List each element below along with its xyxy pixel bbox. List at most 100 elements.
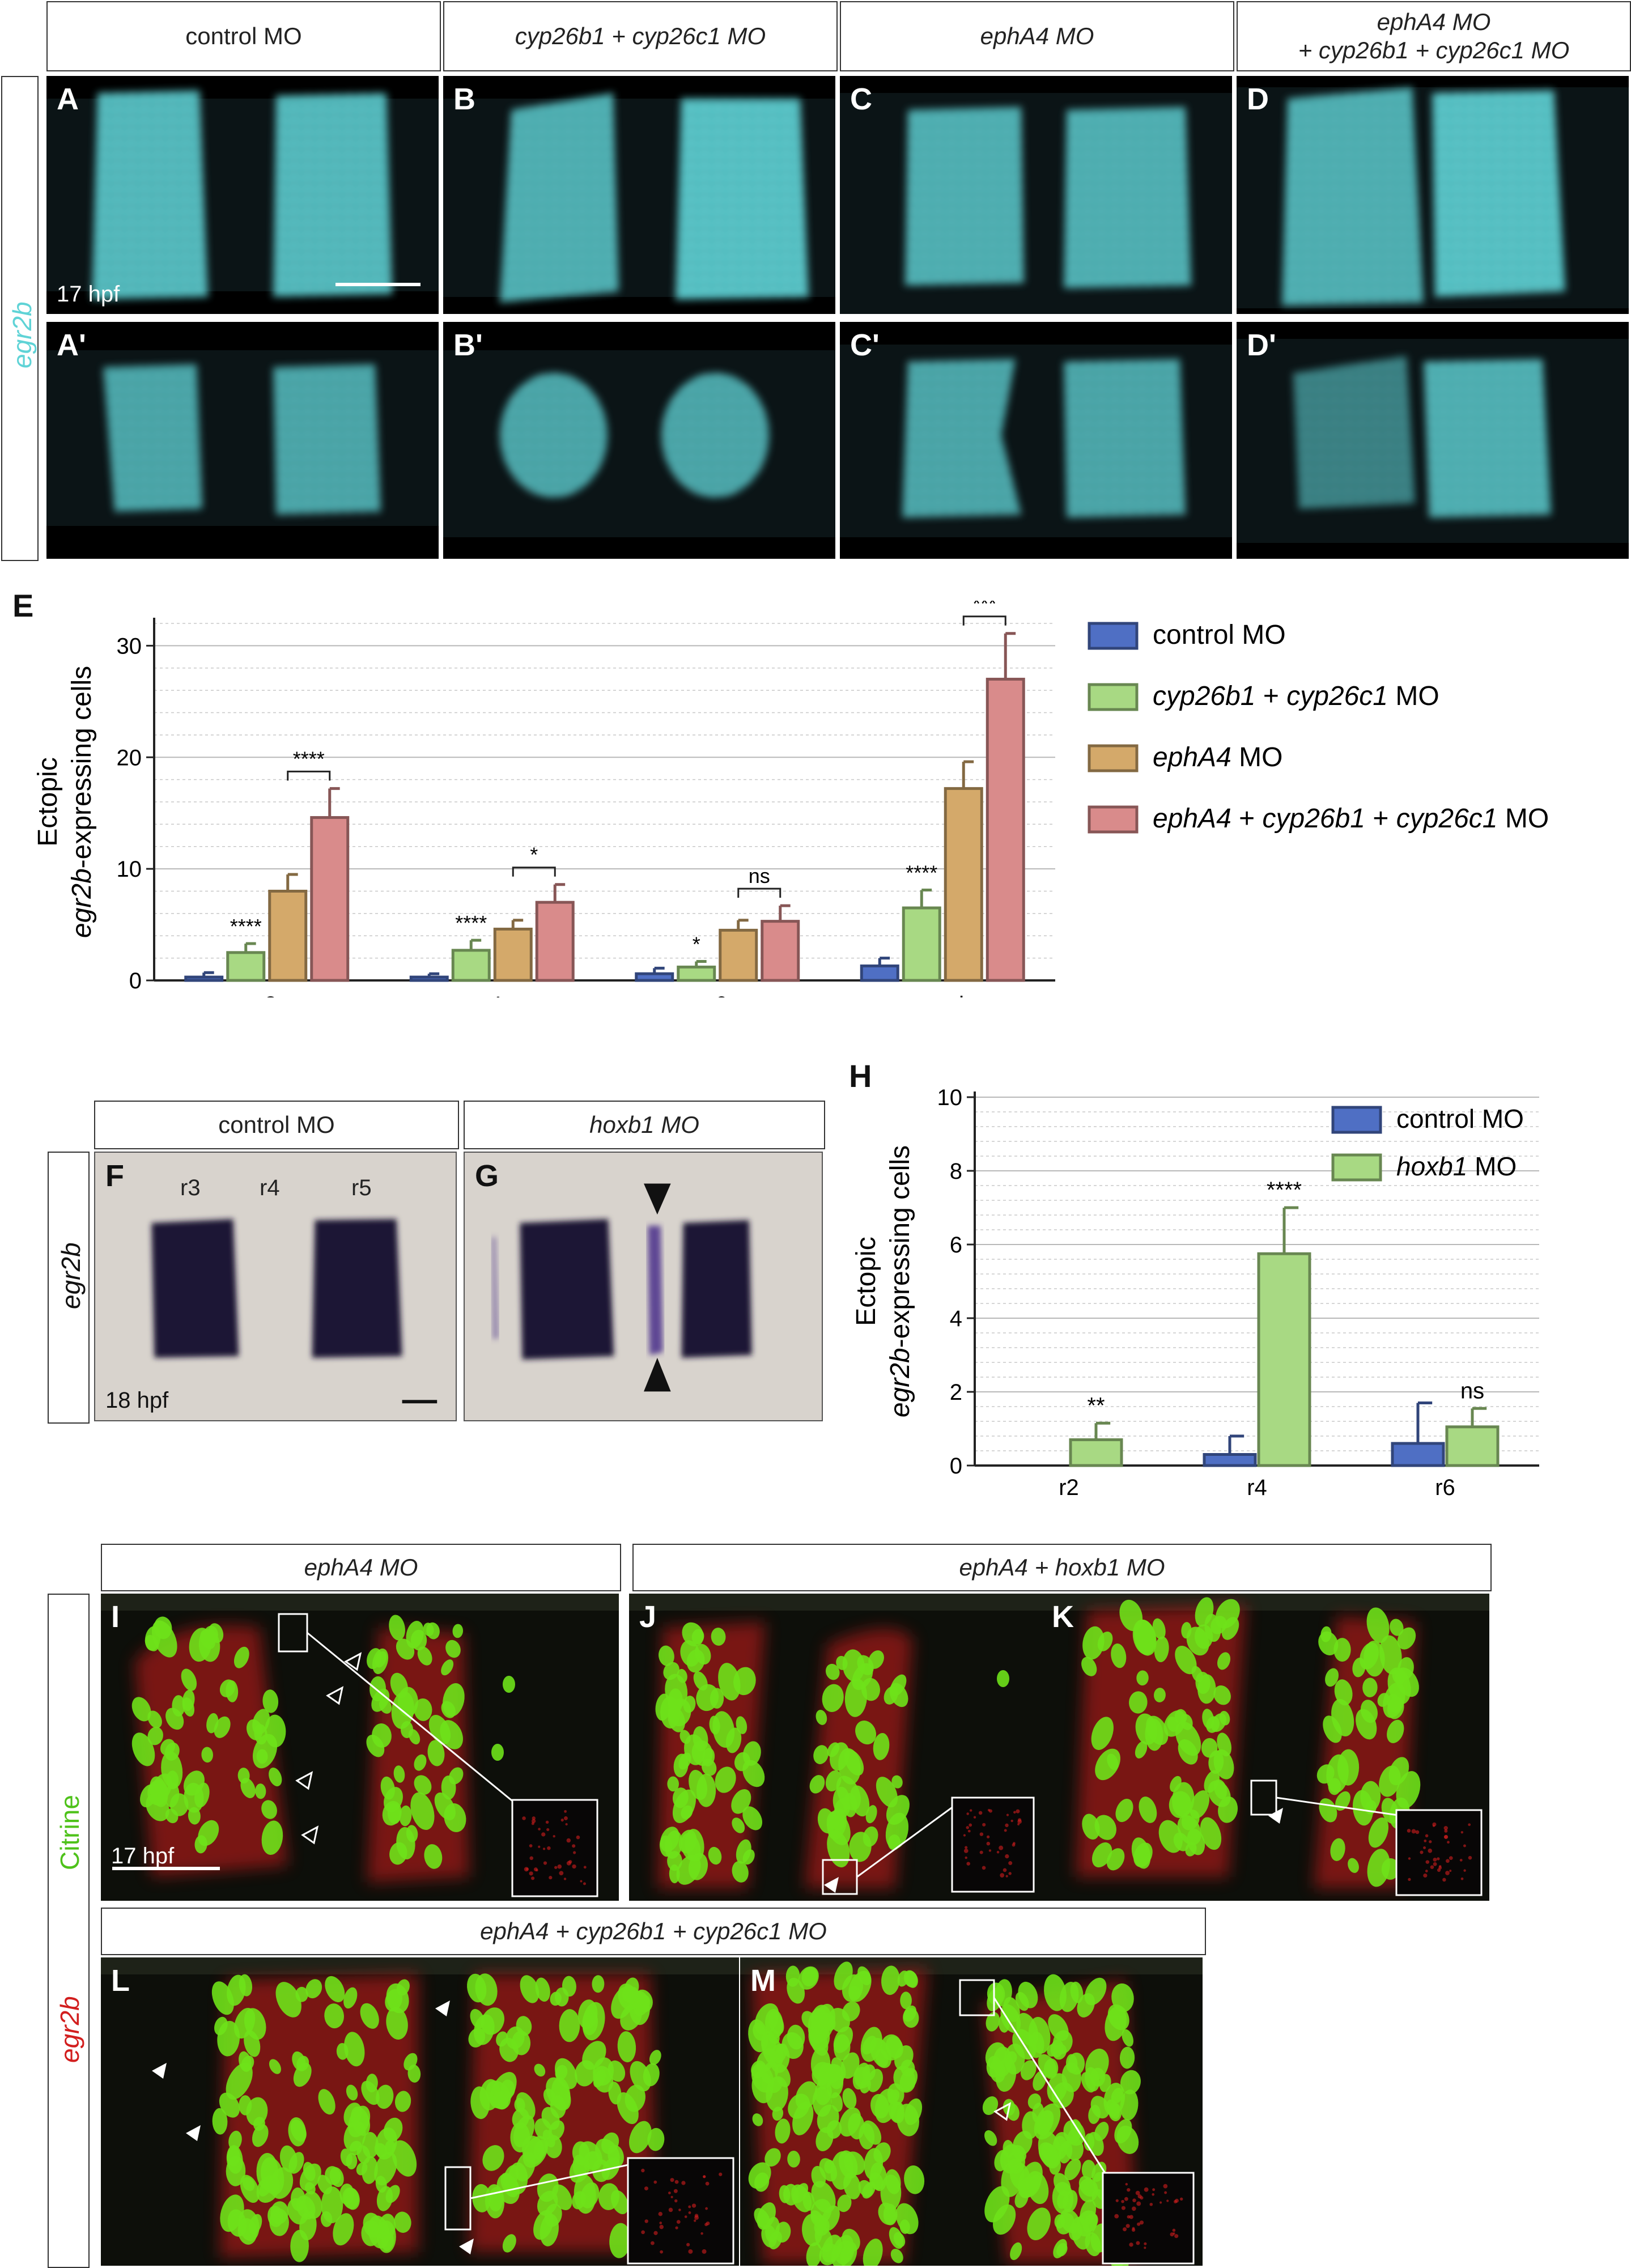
citrine-cell	[881, 1965, 900, 1995]
significance-label: *	[530, 843, 538, 867]
inset-signal	[965, 1856, 967, 1859]
inset-signal	[686, 2242, 690, 2246]
header-G-hoxb1: hoxb1 MO	[464, 1101, 825, 1149]
citrine-cell	[1390, 1619, 1404, 1636]
panel-D-image	[1237, 87, 1629, 308]
citrine-cell	[1014, 2189, 1029, 2208]
legend-swatch	[1088, 622, 1139, 650]
citrine-cell	[417, 1646, 432, 1666]
inset-signal	[553, 1834, 555, 1838]
citrine-cell	[855, 1721, 877, 1745]
inset-signal	[1408, 1878, 1411, 1881]
citrine-cell	[1362, 1677, 1378, 1698]
citrine-cell	[1190, 1790, 1210, 1819]
panel-M-letter: M	[750, 1964, 776, 1998]
y-tick-label: 0	[950, 1454, 962, 1479]
inset-signal	[1179, 2197, 1183, 2201]
inset-signal	[1174, 2234, 1179, 2239]
inset-signal	[1468, 1855, 1472, 1860]
inset-signal	[982, 1823, 986, 1827]
filled-arrowhead	[824, 1877, 839, 1893]
inset-signal	[979, 1850, 983, 1854]
bar	[1257, 1252, 1311, 1467]
inset-signal	[1131, 2228, 1136, 2232]
citrine-cell	[441, 1659, 454, 1676]
inset-signal	[1468, 1823, 1471, 1827]
significance-label: **	[1087, 1393, 1105, 1418]
citrine-cell	[540, 2214, 559, 2246]
citrine-cell	[833, 2026, 853, 2053]
citrine-cell	[275, 1982, 301, 2018]
y-axis-label-line1: Ectopic	[851, 1237, 881, 1326]
citrine-cell	[321, 2186, 343, 2223]
citrine-cell	[1175, 1645, 1197, 1675]
inset-signal	[1463, 1844, 1466, 1847]
citrine-cell	[821, 2205, 840, 2231]
citrine-cell	[829, 1742, 850, 1771]
citrine-cell	[676, 1855, 701, 1885]
citrine-cell	[1056, 2212, 1074, 2235]
panel-I-image	[101, 1594, 619, 1901]
y-tick-label: 10	[937, 1085, 963, 1110]
open-arrowhead	[993, 2102, 1012, 2121]
citrine-cell	[244, 2030, 261, 2057]
inset-connector	[470, 2163, 634, 2199]
citrine-cell	[262, 1689, 279, 1713]
citrine-cell	[182, 1689, 195, 1711]
inset-signal	[651, 2241, 655, 2245]
y-tick-label: 4	[950, 1306, 962, 1331]
citrine-cell	[383, 2117, 403, 2142]
inset-signal	[678, 2208, 681, 2211]
citrine-cell	[831, 2235, 854, 2266]
panel-K: K	[1042, 1594, 1489, 1901]
citrine-cell	[201, 1747, 213, 1763]
inset-signal	[1010, 1819, 1013, 1823]
panel-K-image	[1042, 1594, 1489, 1901]
citrine-cell	[414, 1754, 427, 1771]
header-I: ephA4 MO	[101, 1544, 621, 1591]
inset-signal	[1425, 1870, 1428, 1872]
inset-signal	[1149, 2202, 1153, 2206]
citrine-cell	[188, 1807, 201, 1825]
citrine-cell	[839, 2150, 858, 2179]
inset-signal	[653, 2231, 658, 2235]
legend-swatch	[1088, 744, 1139, 772]
panel-I-stage: 17 hpf	[111, 1844, 175, 1868]
citrine-cell	[555, 1987, 569, 2007]
citrine-cell	[742, 1741, 761, 1766]
header-epha4-mo-text: ephA4 MO	[980, 22, 1094, 49]
inset-signal	[965, 1846, 968, 1849]
citrine-cell	[537, 2190, 558, 2216]
citrine-cell	[806, 2242, 822, 2266]
y-tick-label: 8	[950, 1159, 962, 1184]
inset-signal	[676, 2220, 681, 2224]
inset-signal	[1140, 2196, 1144, 2200]
inset-signal	[674, 2180, 679, 2184]
citrine-cell	[863, 1826, 878, 1847]
inset-box	[1102, 2172, 1195, 2265]
citrine-cell	[1135, 1741, 1148, 1759]
citrine-cell	[801, 1967, 818, 1987]
inset-signal	[1173, 2232, 1175, 2235]
filled-arrowhead	[1268, 1808, 1283, 1824]
header-JK: ephA4 + hoxb1 MO	[632, 1544, 1492, 1591]
citrine-cell	[1173, 1832, 1190, 1851]
citrine-cell	[351, 2106, 371, 2136]
citrine-cell	[1106, 1848, 1125, 1871]
citrine-cell	[1135, 1713, 1158, 1745]
citrine-cell	[1082, 1813, 1100, 1840]
inset-signal	[532, 1816, 536, 1820]
inset-connector	[307, 1632, 519, 1807]
inset-signal	[1000, 1873, 1005, 1878]
citrine-cell	[1379, 1635, 1402, 1675]
legend-label: cyp26b1 + cyp26c1 MO	[1153, 681, 1439, 711]
inset-signal	[705, 2207, 708, 2210]
bar	[535, 901, 575, 982]
citrine-cell	[220, 2194, 244, 2232]
citrine-cell	[1027, 2207, 1051, 2241]
citrine-cell	[708, 1846, 722, 1865]
inset-connector	[856, 1802, 958, 1878]
citrine-cell	[1133, 1842, 1153, 1867]
citrine-cell	[1095, 1748, 1120, 1781]
citrine-cell	[710, 1688, 724, 1709]
